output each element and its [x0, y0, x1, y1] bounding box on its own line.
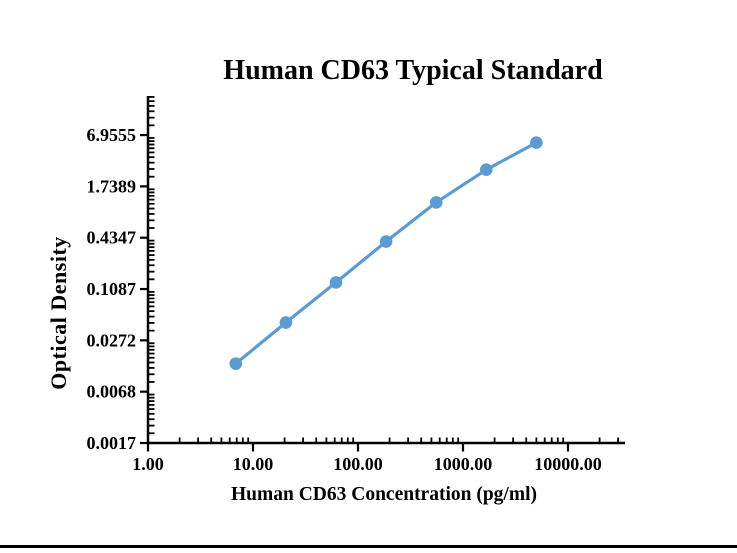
y-tick-label: 0.0017 — [87, 433, 137, 453]
y-tick-label: 1.7389 — [87, 176, 137, 196]
data-point — [429, 196, 443, 209]
x-tick-label: 10000.00 — [534, 454, 602, 474]
data-point — [229, 357, 243, 370]
data-series — [229, 136, 543, 370]
x-tick-label: 10.00 — [233, 454, 274, 474]
x-axis-title: Human CD63 Concentration (pg/ml) — [231, 484, 537, 505]
x-tick-label: 1.00 — [132, 454, 164, 474]
y-tick-label: 0.0272 — [87, 330, 137, 350]
y-axis: 0.0017 0.0068 0.0272 0.1087 0.4347 1.7389 6.95… — [87, 96, 155, 453]
y-tick-label: 0.1087 — [87, 279, 137, 299]
data-point — [329, 276, 343, 289]
data-point — [530, 136, 543, 149]
data-point — [379, 235, 393, 248]
x-tick-label: 1000.00 — [434, 454, 493, 474]
data-point — [479, 163, 493, 176]
chart-title: Human CD63 Typical Standard — [223, 55, 603, 86]
y-tick-label: 6.9555 — [87, 125, 137, 145]
x-tick-label: 100.00 — [333, 454, 383, 474]
y-tick-label: 0.0068 — [87, 382, 137, 402]
y-tick-label: 0.4347 — [87, 228, 137, 248]
data-point — [279, 316, 293, 329]
footer-rule — [0, 545, 737, 548]
x-axis: 1.00 10.00 100.00 1000.00 10000.00 — [132, 437, 625, 474]
standard-curve-line — [234, 141, 538, 366]
y-axis-title: Optical Density — [46, 236, 71, 390]
